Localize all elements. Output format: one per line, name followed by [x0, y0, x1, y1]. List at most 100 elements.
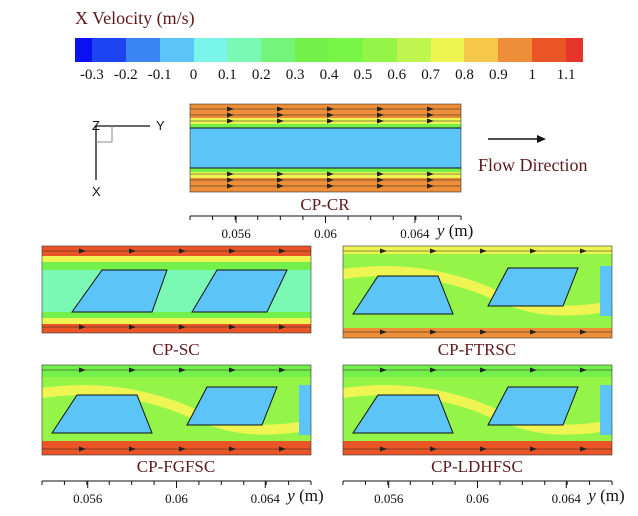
colorbar-tick-label: 0.2 — [251, 67, 271, 83]
axis-unit-text: (m) — [299, 486, 324, 505]
colorbar-swatch — [91, 38, 126, 62]
axis-tick-label: 0.056 — [73, 491, 103, 506]
streamline-arrow-icon — [427, 118, 434, 124]
streamline-arrow-icon — [129, 446, 136, 452]
streamline-arrow-icon — [580, 446, 587, 452]
colorbar-swatch — [159, 38, 194, 62]
axis-variable: y — [287, 486, 295, 505]
streamline-arrow-icon — [580, 329, 587, 335]
colorbar-tick-label: 0.5 — [353, 67, 373, 83]
streamline-arrow-icon — [279, 367, 286, 373]
streamline-arrow-icon — [277, 118, 284, 124]
colorbar-tick-label: 1.1 — [556, 67, 576, 83]
colorbar-tick-label: 0.4 — [319, 67, 339, 83]
panel-label: CP-SC — [152, 340, 200, 359]
colorbar-swatch — [396, 38, 431, 62]
streamline-arrow-icon — [430, 367, 437, 373]
streamline-arrow-icon — [229, 446, 236, 452]
axis-tick-label: 0.064 — [400, 226, 430, 241]
axis-tick-label: 0.064 — [250, 491, 280, 506]
streamline-arrow-icon — [377, 106, 384, 112]
colorbar-tick-label: -0.1 — [147, 67, 172, 83]
streamline-arrow-icon — [79, 367, 86, 373]
streamline-arrow-icon — [380, 367, 387, 373]
streamline-arrow-icon — [377, 112, 384, 118]
streamline-arrow-icon — [129, 367, 136, 373]
streamline-arrow-icon — [530, 329, 537, 335]
streamline-arrow-icon — [430, 248, 437, 254]
triad-y-label: Y — [156, 118, 165, 133]
streamline-arrow-icon — [279, 446, 286, 452]
streamline-arrow-icon — [279, 324, 286, 330]
velocity-contour-cp-sc — [41, 245, 312, 334]
streamline-arrow-icon — [227, 177, 234, 183]
streamline-arrow-icon — [427, 183, 434, 189]
streamline-arrow-icon — [277, 112, 284, 118]
velocity-contour-cp-fgfsc — [41, 364, 312, 456]
streamline-arrow-icon — [580, 367, 587, 373]
flow-arrow-icon — [488, 135, 546, 143]
colorbar-swatch — [261, 38, 296, 62]
streamline-arrow-icon — [179, 324, 186, 330]
axis-tick-label: 0.064 — [551, 491, 581, 506]
streamline-arrow-icon — [227, 118, 234, 124]
colorbar-swatch — [328, 38, 363, 62]
axis-unit: y (m) — [437, 221, 473, 241]
streamline-arrow-icon — [427, 106, 434, 112]
streamline-arrow-icon — [129, 324, 136, 330]
streamline-arrow-icon — [380, 248, 387, 254]
y-axis — [41, 480, 312, 488]
colorbar-tick-label: 0.1 — [218, 67, 237, 83]
panel-label: CP-FTRSC — [437, 340, 517, 359]
streamline-arrow-icon — [279, 248, 286, 254]
colorbar-swatch — [430, 38, 465, 62]
colorbar-swatch — [75, 38, 92, 62]
velocity-contour-cp-ftrsc — [342, 245, 613, 339]
velocity-contour-cp-ldhfsc — [342, 364, 613, 456]
streamline-arrow-icon — [530, 367, 537, 373]
panel-label: CP-LDHFSC — [431, 457, 523, 476]
streamline-arrow-icon — [179, 248, 186, 254]
colorbar-tick-label: -0.3 — [80, 67, 104, 83]
axis-tick-label: 0.056 — [221, 226, 251, 241]
streamline-arrow-icon — [227, 171, 234, 177]
colorbar-swatch — [498, 38, 533, 62]
y-axis — [342, 480, 613, 488]
streamline-arrow-icon — [327, 183, 334, 189]
streamline-arrow-icon — [327, 106, 334, 112]
y-axis — [189, 215, 462, 223]
colorbar-tick-label: 0.6 — [387, 67, 407, 83]
streamline-arrow-icon — [277, 177, 284, 183]
streamline-arrow-icon — [79, 248, 86, 254]
colorbar-tick-label: 0.7 — [421, 67, 440, 83]
streamline-arrow-icon — [229, 324, 236, 330]
streamline-arrow-icon — [427, 177, 434, 183]
streamline-arrow-icon — [179, 367, 186, 373]
streamline-arrow-icon — [580, 248, 587, 254]
streamline-arrow-icon — [129, 248, 136, 254]
streamline-arrow-icon — [79, 446, 86, 452]
streamline-arrow-icon — [179, 446, 186, 452]
streamline-arrow-icon — [530, 446, 537, 452]
streamline-arrow-icon — [380, 329, 387, 335]
streamline-arrow-icon — [327, 171, 334, 177]
streamline-arrow-icon — [327, 177, 334, 183]
streamline-arrow-icon — [377, 177, 384, 183]
axis-variable: y — [588, 486, 596, 505]
colorbar-swatch — [125, 38, 160, 62]
streamline-arrow-icon — [277, 171, 284, 177]
axis-tick-label: 0.06 — [314, 226, 337, 241]
axis-unit: y (m) — [287, 486, 323, 506]
streamline-arrow-icon — [229, 248, 236, 254]
streamline-arrow-icon — [229, 367, 236, 373]
streamline-arrow-icon — [430, 446, 437, 452]
colorbar-tick-label: 1 — [528, 67, 536, 83]
axis-tick-label: 0.056 — [374, 491, 404, 506]
flow-direction-label: Flow Direction — [478, 155, 588, 175]
colorbar-swatch — [565, 38, 583, 62]
streamline-arrow-icon — [277, 106, 284, 112]
streamline-arrow-icon — [79, 324, 86, 330]
axis-unit: y (m) — [588, 486, 624, 506]
colorbar-tick-label: 0.3 — [285, 67, 305, 83]
streamline-arrow-icon — [227, 183, 234, 189]
